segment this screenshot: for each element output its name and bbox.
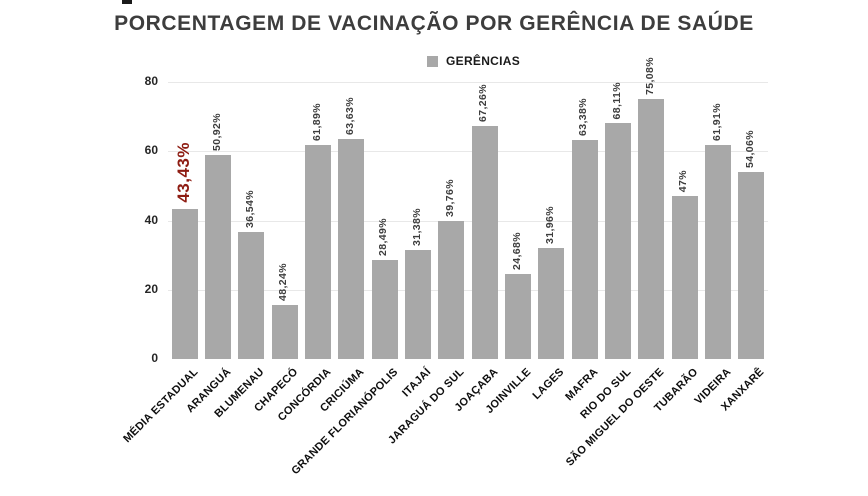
bar-value-label: 61,91% bbox=[710, 102, 723, 141]
xtick-label: VIDEIRA bbox=[692, 366, 734, 408]
legend-swatch-icon bbox=[427, 55, 438, 67]
bar-value-label: 63,38% bbox=[577, 97, 590, 136]
chart-title: PORCENTAGEM DE VACINAÇÃO POR GERÊNCIA DE… bbox=[114, 12, 754, 35]
bar-chapec- bbox=[271, 305, 298, 359]
gridline-y60 bbox=[168, 151, 768, 153]
ytick-label-60: 60 bbox=[144, 143, 158, 158]
bar-jaragu-do-sul bbox=[438, 221, 465, 359]
bar-joinville bbox=[505, 273, 531, 359]
bar-rio-do-sul bbox=[605, 123, 631, 359]
stray-corner-mark bbox=[122, 0, 132, 4]
bar-value-label: 67,26% bbox=[477, 84, 490, 123]
ytick-label-40: 40 bbox=[144, 212, 158, 227]
bar-value-label: 24,68% bbox=[510, 231, 523, 270]
bar-value-label: 75,08% bbox=[643, 57, 656, 96]
bar-joa-aba bbox=[471, 126, 498, 359]
gridline-y40 bbox=[168, 220, 768, 222]
bar-value-label: 48,24% bbox=[277, 262, 290, 301]
bar-value-label: 39,76% bbox=[443, 179, 456, 218]
bar-grande-florian-polis bbox=[371, 260, 398, 359]
xtick-label: XANXARÊ bbox=[719, 366, 767, 414]
bar-value-label: 61,89% bbox=[310, 102, 323, 141]
bar-arangu- bbox=[205, 154, 231, 359]
bar-blumenau bbox=[238, 232, 265, 359]
bar-value-label: 54,06% bbox=[743, 129, 756, 168]
bar-itaja- bbox=[405, 250, 431, 359]
bar-lages bbox=[538, 248, 565, 359]
ytick-label-0: 0 bbox=[151, 351, 158, 365]
chart-legend: GERÊNCIAS bbox=[427, 54, 520, 68]
bar-mafra bbox=[571, 139, 598, 359]
ytick-label-80: 80 bbox=[144, 74, 158, 88]
bar-crici-ma bbox=[338, 138, 365, 359]
bar-value-label: 43,43% bbox=[173, 141, 193, 203]
bar-value-label: 28,49% bbox=[377, 218, 390, 257]
bar-value-label: 31,96% bbox=[543, 206, 556, 245]
bar-xanxar- bbox=[738, 171, 765, 359]
gridline-y80 bbox=[168, 82, 768, 83]
bar-value-label: 31,38% bbox=[410, 208, 423, 247]
gridline-y20 bbox=[168, 289, 768, 291]
bar-s-o-miguel-do-oeste bbox=[638, 99, 665, 359]
bar-conc-rdia bbox=[305, 144, 331, 359]
xtick-label: TUBARÃO bbox=[651, 366, 701, 415]
bar-value-label: 50,92% bbox=[210, 112, 223, 151]
bar-tubar-o bbox=[671, 196, 698, 359]
bar-value-label: 47% bbox=[677, 170, 690, 193]
legend-label: GERÊNCIAS bbox=[446, 54, 521, 68]
bar-m-dia-estadual bbox=[171, 208, 198, 359]
bar-value-label: 63,63% bbox=[343, 96, 356, 135]
bar-value-label: 36,54% bbox=[243, 190, 256, 229]
ytick-label-20: 20 bbox=[144, 281, 158, 296]
bar-value-label: 68,11% bbox=[610, 81, 623, 120]
bar-videira bbox=[705, 144, 731, 359]
